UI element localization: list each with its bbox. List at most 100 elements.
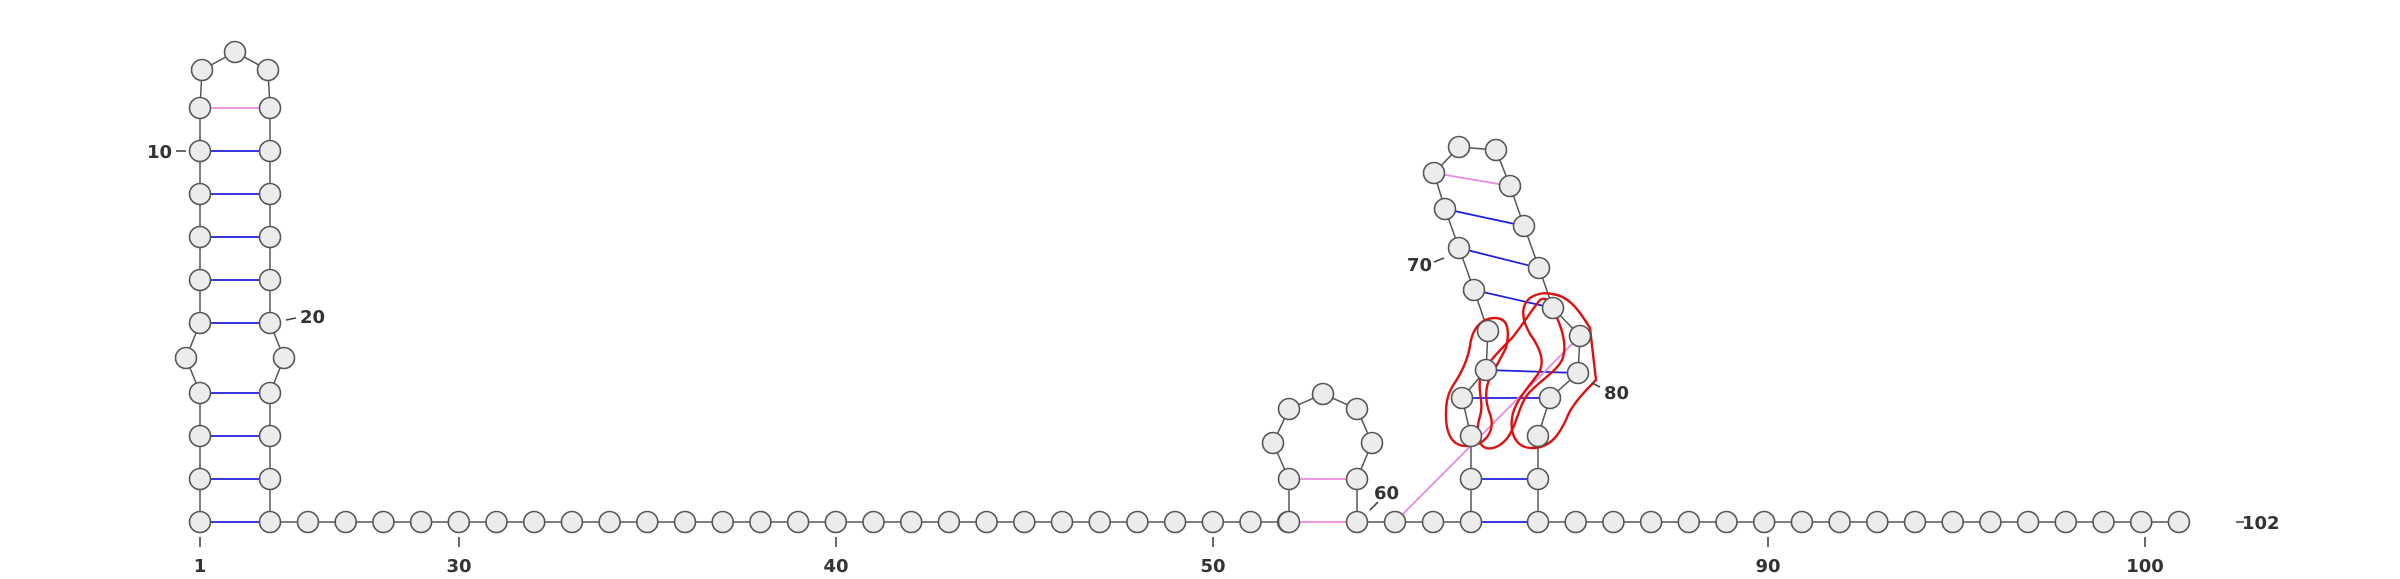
- nucleotide-17: [258, 182, 282, 206]
- nucleotide-46: [1050, 510, 1074, 534]
- nucleotide-85: [1526, 510, 1550, 534]
- nucleotide-75: [1484, 138, 1508, 162]
- nucleotide-82: [1538, 386, 1562, 410]
- nucleotide-65: [1459, 467, 1483, 491]
- label-102: 102: [2242, 513, 2280, 534]
- label-ticks: [176, 150, 2244, 547]
- canonical-pair: [1458, 247, 1540, 269]
- canonical-pair: [1485, 369, 1579, 374]
- nucleotide-18: [258, 225, 282, 249]
- nucleotide-100: [2092, 510, 2115, 534]
- nucleotide-60: [1345, 467, 1369, 491]
- nucleotide-88: [1639, 510, 1663, 534]
- nucleotide-13: [223, 40, 247, 64]
- nucleotide-3: [188, 424, 212, 448]
- nucleotide-93: [1828, 510, 1851, 534]
- nucleotide-33: [560, 510, 584, 534]
- nucleotide-9: [188, 182, 212, 206]
- nucleotide-92: [1790, 510, 1814, 534]
- label-80: 80: [1604, 383, 1629, 404]
- nucleotide-69: [1476, 319, 1500, 343]
- label-90: 90: [1755, 556, 1780, 574]
- nucleotide-25: [258, 510, 282, 534]
- nucleotide-66: [1459, 424, 1483, 448]
- nucleotide-78: [1527, 256, 1551, 280]
- nucleotide-47: [1088, 510, 1111, 534]
- nucleotide-43: [937, 510, 961, 534]
- nucleotide-63: [1421, 510, 1445, 534]
- nucleotide-26: [296, 510, 320, 534]
- nucleotide-81: [1566, 361, 1590, 385]
- noncanonical-pair: [1433, 172, 1511, 187]
- label-70: 70: [1407, 255, 1432, 276]
- nucleotide-86: [1564, 510, 1587, 534]
- highlight-outline-2: [1510, 292, 1598, 450]
- label-10: 10: [147, 142, 172, 163]
- nucleotide-36: [673, 510, 697, 534]
- nucleotide-58: [1345, 397, 1369, 421]
- nucleotide-30: [447, 510, 471, 534]
- nucleotide-15: [258, 96, 282, 120]
- nucleotide-19: [258, 268, 282, 292]
- nucleotide-16: [258, 139, 282, 163]
- nucleotide-4: [188, 381, 212, 405]
- nucleotide-27: [334, 510, 358, 534]
- base-pairs: [200, 107, 1581, 523]
- nucleotide-99: [2054, 510, 2078, 534]
- noncanonical-pair: [1394, 335, 1581, 523]
- nucleotide-37: [711, 510, 735, 534]
- nucleotide-91: [1752, 510, 1776, 534]
- nucleotide-10: [188, 139, 212, 163]
- tick-20: [285, 317, 297, 321]
- nucleotide-94: [1866, 510, 1889, 534]
- nucleotide-34: [598, 510, 621, 534]
- nucleotide-35: [635, 510, 659, 534]
- nucleotide-14: [256, 58, 280, 82]
- canonical-pair: [1444, 208, 1525, 227]
- nucleotide-56: [1277, 397, 1301, 421]
- nucleotide-41: [862, 510, 885, 534]
- nucleotide-22: [258, 381, 282, 405]
- nucleotide-50: [1201, 510, 1225, 534]
- nucleotide-20: [258, 311, 282, 335]
- nucleotide-61: [1345, 510, 1369, 534]
- nucleotide-74: [1447, 135, 1471, 159]
- nucleotide-23: [258, 424, 282, 448]
- nucleotide-5: [174, 346, 198, 370]
- nucleotide-84: [1526, 467, 1550, 491]
- nucleotide-67: [1450, 386, 1474, 410]
- nucleotide-97: [1979, 510, 2002, 534]
- nucleotide-48: [1126, 510, 1149, 534]
- nucleotide-79: [1541, 296, 1565, 320]
- nucleotide-6: [188, 311, 212, 335]
- tick-60: [1369, 501, 1379, 511]
- nucleotide-7: [188, 268, 212, 292]
- position-labels: 1 30 40 50 90 100 10 20 60 70 80 102: [147, 142, 2280, 577]
- nucleotide-49: [1163, 510, 1187, 534]
- nucleotide-102: [2167, 510, 2191, 534]
- nucleotide-2: [188, 467, 212, 491]
- label-20: 20: [300, 307, 325, 328]
- nucleotide-32: [522, 510, 546, 534]
- nucleotide-95: [1903, 510, 1927, 534]
- nucleotide-44: [975, 510, 998, 534]
- nucleotide-98: [2016, 510, 2040, 534]
- nucleotide-68: [1474, 358, 1498, 382]
- nucleotide-89: [1677, 510, 1701, 534]
- nucleotide-40: [824, 510, 848, 534]
- label-100: 100: [2126, 556, 2164, 574]
- nucleotide-64: [1459, 510, 1483, 534]
- nucleotide-21: [272, 346, 296, 370]
- nucleotide-39: [786, 510, 810, 534]
- nucleotide-87: [1602, 510, 1625, 534]
- nucleotide-45: [1013, 510, 1036, 534]
- nucleotide-1: [188, 510, 212, 534]
- nucleotide-96: [1941, 510, 1964, 534]
- nucleotide-8: [188, 225, 212, 249]
- label-30: 30: [446, 556, 471, 574]
- nucleotide-83: [1526, 424, 1550, 448]
- nucleotide-31: [485, 510, 508, 534]
- nucleotide-38: [749, 510, 772, 534]
